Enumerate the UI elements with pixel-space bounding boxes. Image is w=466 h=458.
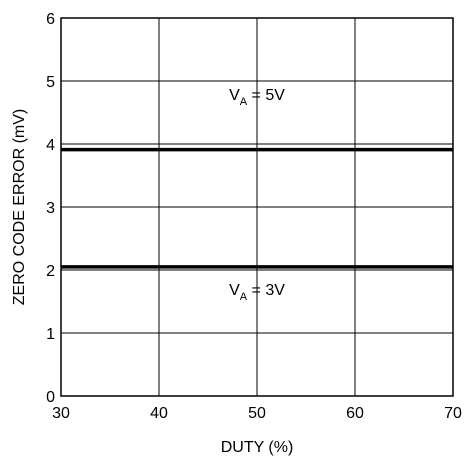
- y-tick-label: 3: [46, 200, 55, 217]
- series-annotation: VA = 5V: [229, 87, 285, 108]
- y-axis-label: ZERO CODE ERROR (mV): [11, 109, 28, 305]
- y-tick-label: 1: [46, 326, 55, 343]
- x-tick-label: 70: [444, 405, 462, 422]
- grid: [61, 18, 453, 396]
- tick-labels: 30 40 50 60 70 0 1 2 3 4 5 6: [46, 11, 462, 422]
- x-tick-label: 50: [248, 405, 266, 422]
- x-axis-label: DUTY (%): [221, 439, 294, 456]
- plot-frame: [60, 17, 454, 397]
- y-tick-label: 2: [46, 263, 55, 280]
- x-tick-label: 60: [346, 405, 364, 422]
- x-tick-label: 40: [150, 405, 168, 422]
- series-lines: [61, 147, 453, 269]
- y-tick-label: 5: [46, 74, 55, 91]
- annotations: VA = 5V VA = 3V: [229, 87, 285, 303]
- y-tick-label: 4: [46, 137, 55, 154]
- x-tick-label: 30: [52, 405, 70, 422]
- series-annotation: VA = 3V: [229, 282, 285, 303]
- y-tick-label: 6: [46, 11, 55, 28]
- y-tick-label: 0: [46, 389, 55, 406]
